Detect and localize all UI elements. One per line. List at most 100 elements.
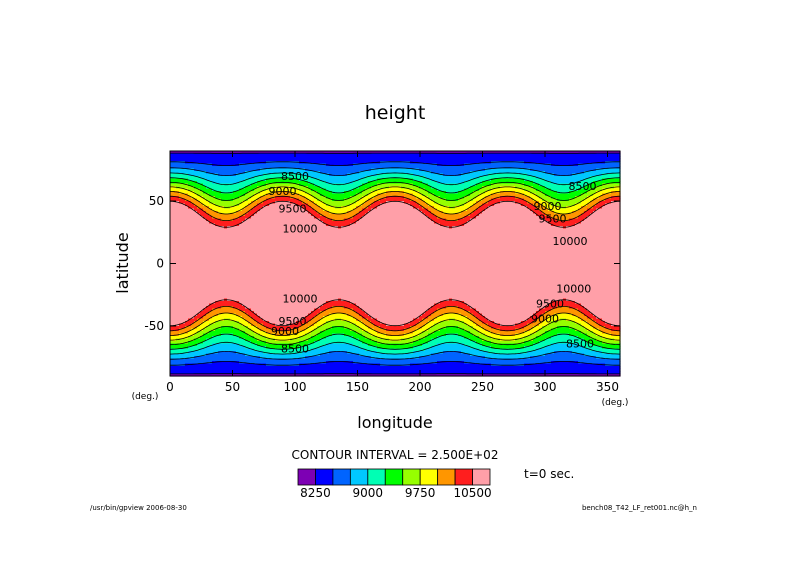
heatmap-cell: [194, 333, 204, 337]
heatmap-cell: [542, 203, 552, 207]
heatmap-cell: [476, 183, 492, 187]
heatmap-cell: [206, 198, 222, 202]
heatmap-cell: [488, 206, 528, 210]
heatmap-cell: [344, 218, 360, 222]
heatmap-cell: [527, 173, 555, 177]
heatmap-cell: [362, 333, 372, 337]
heatmap-cell: [242, 316, 252, 320]
heatmap-cell: [590, 188, 603, 192]
heatmap-cell: [404, 323, 417, 327]
heatmap-cell: [431, 211, 444, 215]
heatmap-cell: [215, 196, 240, 200]
heatmap-cell: [275, 323, 291, 327]
heatmap-cell: [464, 223, 552, 227]
heatmap-cell: [476, 216, 540, 220]
colorbar-swatch: [437, 468, 456, 486]
heatmap-cell: [602, 341, 621, 345]
heatmap-cell: [368, 318, 378, 322]
heatmap-cell: [431, 346, 471, 350]
x-axis-ticks: 0 50 100 150 200 250 300 350: [166, 151, 619, 394]
heatmap-cell: [239, 188, 255, 192]
heatmap-cell: [326, 223, 351, 227]
heatmap-cell: [203, 208, 213, 212]
heatmap-cell: [170, 188, 189, 192]
heatmap-cell: [419, 321, 429, 325]
heatmap-cell: [533, 343, 552, 347]
heatmap-cell: [347, 173, 378, 177]
heatmap-cell: [593, 313, 621, 317]
heatmap-cell: [596, 316, 621, 320]
heatmap-cell: [500, 201, 516, 205]
heatmap-cell: [188, 173, 219, 177]
heatmap-cell: [317, 203, 327, 207]
heatmap-cell: [593, 326, 606, 330]
heatmap-cell: [470, 346, 492, 350]
heatmap-cell: [440, 223, 465, 227]
heatmap-cell: [269, 321, 297, 325]
heatmap-cell: [299, 341, 315, 345]
heatmap-cell: [542, 198, 558, 202]
heatmap-cell: [314, 196, 327, 200]
heatmap-cell: [212, 188, 240, 192]
contour-line: [170, 167, 620, 360]
heatmap-cell: [311, 193, 321, 197]
heatmap-cell: [554, 351, 573, 355]
heatmap-cell: [587, 208, 597, 212]
heatmap-cell: [317, 321, 327, 325]
heatmap-cell: [584, 186, 597, 190]
heatmap-cell: [479, 213, 537, 217]
heatmap-cell: [533, 186, 546, 190]
heatmap-cell: [233, 326, 249, 330]
heatmap-cell: [440, 203, 465, 207]
heatmap-cell: [266, 161, 300, 165]
heatmap-cell: [488, 173, 528, 177]
heatmap-cell: [548, 323, 582, 327]
heatmap-cell: [245, 193, 255, 197]
heatmap-cell: [548, 201, 582, 205]
heatmap-cell: [446, 326, 459, 330]
heatmap-cell: [170, 186, 177, 190]
heatmap-cell: [170, 308, 204, 312]
heatmap-cell: [593, 343, 621, 347]
heatmap-cell: [314, 323, 324, 327]
heatmap-cell: [206, 353, 246, 357]
heatmap-cell: [362, 196, 375, 200]
y-tick-label: 50: [149, 194, 164, 208]
heatmap-cell: [344, 306, 360, 310]
heatmap-cell: [242, 201, 252, 205]
heatmap-cell: [551, 328, 576, 332]
heatmap-cell: [590, 176, 621, 180]
heatmap-cell: [488, 201, 501, 205]
heatmap-cell: [473, 198, 483, 202]
heatmap-cell: [212, 181, 240, 185]
heatmap-cell: [221, 326, 234, 330]
heatmap-cell: [299, 183, 315, 187]
heatmap-cell: [419, 203, 429, 207]
heatmap-cell: [224, 318, 231, 322]
heatmap-cell: [377, 346, 414, 350]
heatmap-cell: [254, 206, 264, 210]
heatmap-cell: [326, 361, 354, 365]
heatmap-cell: [533, 326, 543, 330]
heatmap-cell: [422, 211, 432, 215]
heatmap-cell: [353, 163, 438, 167]
heatmap-cell: [464, 343, 483, 347]
heatmap-cell: [347, 313, 360, 317]
heatmap-cell: [341, 298, 450, 302]
heatmap-cell: [434, 323, 468, 327]
heatmap-cell: [266, 331, 300, 335]
heatmap-cell: [344, 333, 363, 337]
heatmap-cell: [434, 331, 471, 335]
heatmap-cell: [170, 326, 186, 330]
heatmap-cell: [326, 343, 354, 347]
heatmap-cell: [599, 328, 612, 332]
y-tick-label: 0: [156, 257, 164, 271]
heatmap-cell: [515, 191, 531, 195]
heatmap-cell: [482, 186, 501, 190]
heatmap-cell: [218, 173, 237, 177]
heatmap-cell: [593, 211, 621, 215]
heatmap-cell: [458, 191, 474, 195]
heatmap-cell: [248, 313, 258, 317]
heatmap-cell: [188, 193, 198, 197]
heatmap-cell: [377, 206, 414, 210]
